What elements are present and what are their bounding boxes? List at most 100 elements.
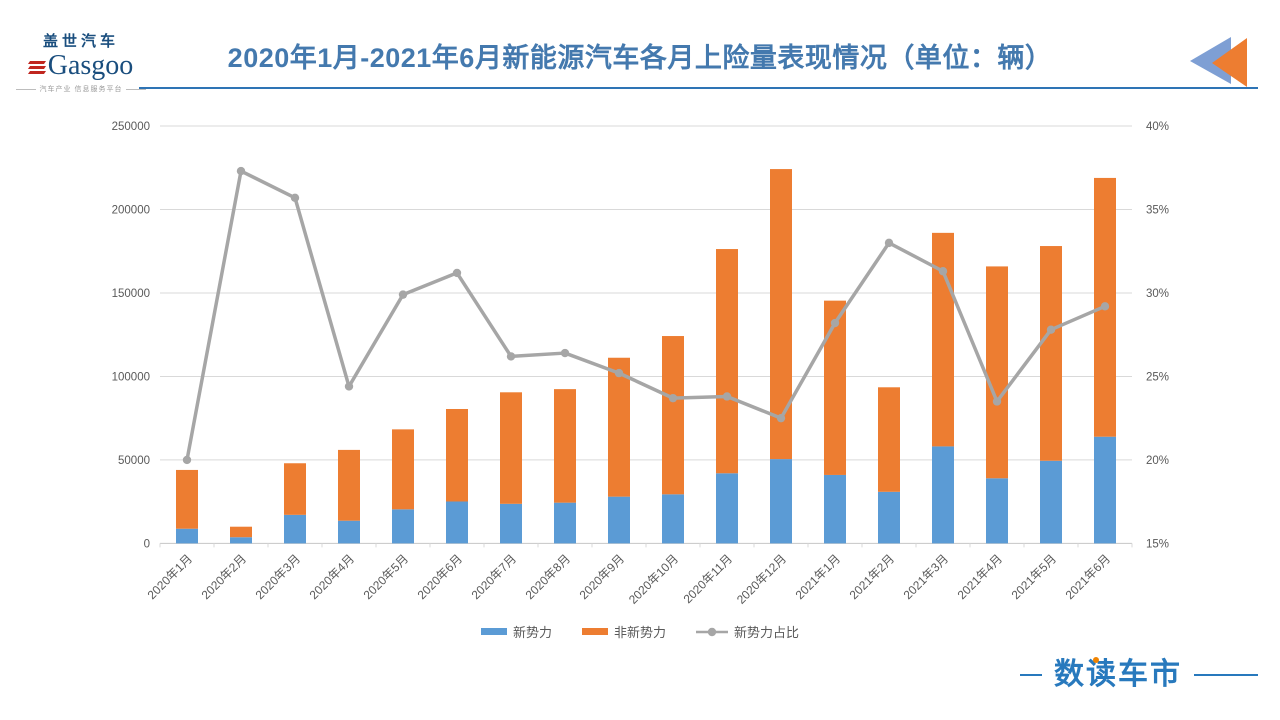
bar-segment-non-new-forces (932, 232, 954, 447)
y-axis-right-tick: 35% (1146, 204, 1169, 216)
bar-segment-new-forces (770, 459, 792, 544)
legend-label: 新势力 (512, 625, 552, 640)
bar-segment-new-forces (338, 520, 360, 544)
x-axis-label: 2020年6月 (415, 552, 465, 602)
x-axis-label: 2020年7月 (469, 552, 519, 602)
title-underline (139, 87, 1258, 90)
ratio-line-point (452, 268, 462, 278)
ratio-line-point (1046, 325, 1056, 334)
bar-segment-new-forces (230, 537, 252, 544)
legend-item-新势力: 新势力 (480, 622, 552, 641)
y-axis-left-tick: 150000 (112, 288, 150, 300)
bar-segment-new-forces (824, 474, 846, 544)
bar-segment-new-forces (1040, 460, 1062, 544)
bar-segment-new-forces (554, 502, 576, 544)
bar-segment-new-forces (608, 496, 630, 544)
bar-segment-new-forces (878, 491, 900, 544)
ratio-line-point (1100, 302, 1110, 311)
x-axis-label: 2021年5月 (1009, 552, 1059, 602)
bar-segment-non-new-forces (662, 336, 684, 495)
x-axis-label: 2020年3月 (253, 552, 303, 602)
ratio-line-point (668, 393, 678, 403)
ratio-line-point (344, 382, 354, 391)
brand-line-right (1194, 674, 1258, 676)
ratio-line-point (506, 352, 516, 361)
y-axis-left-tick: 250000 (112, 121, 150, 133)
gasgoo-logo: 盖世汽车 Gasgoo 汽车产业 信息服务平台 (16, 30, 146, 94)
page-title: 2020年1月-2021年6月新能源汽车各月上险量表现情况（单位：辆） (227, 43, 1053, 73)
bar-segment-non-new-forces (716, 249, 738, 474)
ratio-line (185, 169, 1107, 462)
bar-segment-non-new-forces (608, 357, 630, 497)
bar-segment-non-new-forces (500, 392, 522, 504)
brand-line-left (1020, 674, 1042, 676)
footer-brand: 数读车市 (1020, 657, 1258, 692)
brand-name: 数读车市 (1054, 657, 1182, 691)
bar-segment-new-forces (176, 528, 198, 544)
y-axis-left-tick: 200000 (112, 204, 150, 216)
bar-segment-non-new-forces (338, 449, 360, 521)
tagline-line-right (126, 88, 146, 90)
x-axis-label: 2021年1月 (793, 552, 843, 602)
ratio-line-point (722, 392, 732, 401)
bar-segment-new-forces (662, 494, 684, 544)
x-axis-label: 2020年1月 (145, 552, 195, 602)
bar-segment-new-forces (500, 503, 522, 544)
legend-item-ratio: 新势力占比 (696, 622, 799, 641)
legend-swatch (480, 628, 507, 635)
x-axis-label: 2020年10月 (626, 552, 681, 607)
bar-segment-non-new-forces (878, 387, 900, 492)
blue-triangle-icon (1190, 37, 1231, 84)
ratio-line-point (182, 455, 192, 465)
y-axis-right-tick: 40% (1146, 121, 1169, 133)
bar-segment-non-new-forces (824, 300, 846, 475)
x-axis-label: 2021年3月 (901, 552, 951, 602)
bar-segment-new-forces (716, 473, 738, 544)
bar-segment-new-forces (986, 478, 1008, 544)
bar-segment-non-new-forces (986, 266, 1008, 479)
x-axis-label: 2020年2月 (199, 552, 249, 602)
bar-segment-non-new-forces (230, 526, 252, 538)
gasgoo-tagline: 汽车产业 信息服务平台 (16, 84, 146, 94)
legend-line-marker (696, 627, 728, 636)
y-axis-left-tick: 50000 (118, 455, 150, 467)
y-axis-right-tick: 15% (1146, 538, 1169, 550)
ratio-line-point (236, 166, 246, 176)
ratio-line-point (992, 397, 1002, 406)
x-axis-label: 2020年12月 (734, 552, 789, 607)
bar-segment-non-new-forces (554, 389, 576, 503)
x-axis-label: 2021年4月 (955, 552, 1005, 602)
x-axis-label: 2020年8月 (523, 552, 573, 602)
orange-triangle-icon (1212, 38, 1247, 87)
legend-label: 新势力占比 (734, 625, 800, 640)
y-axis-right-tick: 20% (1146, 455, 1169, 467)
y-axis-right-tick: 30% (1146, 288, 1169, 300)
combo-chart: 0 15% 50000 20% 100000 25% 150000 30% 200000 35% 2… (0, 100, 1280, 615)
ratio-line-point (776, 413, 786, 423)
chart-legend: 新势力 非新势力 新势力占比 (0, 622, 1280, 641)
bar-segment-non-new-forces (176, 469, 198, 529)
ratio-line-point (290, 193, 300, 202)
double-triangle-icon (1190, 37, 1247, 87)
legend-item-非新势力: 非新势力 (581, 622, 666, 641)
bar-segment-new-forces (446, 501, 468, 544)
ratio-line-point (560, 348, 570, 358)
ratio-line-point (398, 290, 408, 299)
ratio-line-point (614, 368, 624, 378)
y-axis-right-tick: 25% (1146, 371, 1169, 383)
bar-segment-non-new-forces (770, 169, 792, 460)
gasgoo-logo-cn: 盖世汽车 (42, 33, 119, 50)
brand-accent-dot (1093, 657, 1099, 663)
tagline-line-left (16, 88, 36, 90)
ratio-line-point (884, 238, 894, 248)
x-axis-label: 2020年4月 (307, 552, 357, 602)
bar-segment-new-forces (1094, 436, 1116, 544)
gasgoo-logo-en: Gasgoo (47, 50, 134, 81)
bar-segment-non-new-forces (392, 429, 414, 510)
bar-segment-new-forces (932, 446, 954, 544)
x-axis-label: 2020年5月 (361, 552, 411, 602)
bar-segment-non-new-forces (284, 463, 306, 515)
legend-swatch (581, 628, 608, 635)
x-axis-label: 2020年9月 (577, 552, 627, 602)
legend-label: 非新势力 (613, 625, 666, 640)
